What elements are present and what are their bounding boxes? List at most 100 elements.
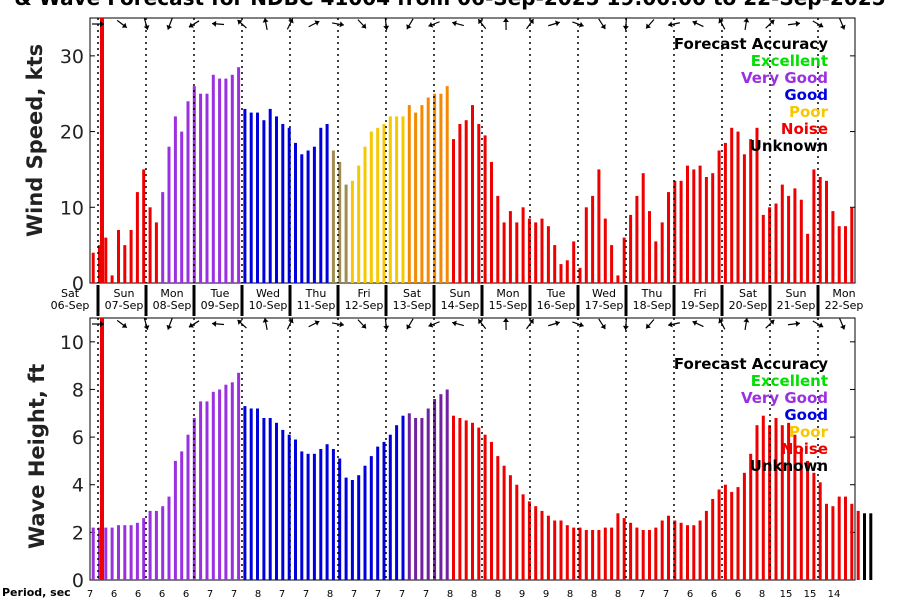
- period-tick-label: 7: [207, 589, 213, 600]
- data-bar: [420, 105, 424, 283]
- direction-arrow: [383, 17, 390, 31]
- period-tick-label: 8: [567, 589, 573, 600]
- data-bar: [148, 207, 152, 283]
- data-bar: [382, 441, 386, 580]
- day-of-week-label: Sat: [61, 287, 80, 300]
- data-bar: [584, 530, 588, 580]
- legend-title: Forecast Accuracy: [673, 355, 828, 373]
- data-bar: [211, 74, 215, 283]
- period-tick-label: 6: [735, 589, 741, 600]
- data-bar: [818, 482, 822, 580]
- direction-arrow: [668, 321, 680, 328]
- data-bar: [243, 108, 247, 284]
- chart-title: & Wave Forecast for NDBC 41004 from 06-S…: [0, 0, 900, 10]
- direction-arrow: [211, 320, 225, 327]
- data-bar: [654, 527, 658, 580]
- date-label: 12-Sep: [345, 299, 384, 312]
- data-bar: [224, 78, 228, 283]
- direction-arrow: [166, 318, 173, 330]
- data-bar: [534, 222, 538, 283]
- direction-arrow: [143, 18, 150, 30]
- legend-wave: Forecast Accuracy Excellent Very Good Go…: [674, 356, 828, 475]
- period-tick-label: 8: [327, 589, 333, 600]
- data-bar: [123, 245, 127, 283]
- data-bar: [496, 195, 500, 283]
- data-bar: [275, 116, 278, 284]
- data-bar: [230, 382, 234, 580]
- data-bar: [673, 180, 677, 283]
- data-bar: [135, 522, 139, 580]
- y-tick-label: 8: [72, 379, 84, 401]
- data-bar: [768, 207, 772, 283]
- data-bar: [268, 418, 272, 580]
- data-bar: [521, 207, 525, 283]
- data-bar: [686, 165, 689, 283]
- day-of-week-label: Sat: [739, 287, 758, 300]
- direction-arrow: [383, 317, 390, 331]
- data-bar: [761, 214, 765, 283]
- data-bar: [275, 422, 278, 580]
- data-bar: [641, 530, 645, 580]
- data-bar: [546, 226, 550, 283]
- direction-arrow: [331, 21, 345, 28]
- data-bar: [749, 139, 753, 283]
- direction-arrow: [668, 21, 680, 28]
- data-bar: [199, 93, 203, 283]
- period-tick-label: 9: [519, 589, 525, 600]
- direction-arrow: [692, 20, 704, 28]
- data-bar: [723, 142, 727, 283]
- period-tick-label: 7: [87, 589, 93, 600]
- data-bar: [648, 211, 651, 283]
- data-bar: [667, 515, 670, 580]
- data-bar: [692, 525, 696, 580]
- direction-arrow: [765, 19, 775, 29]
- data-bar: [281, 429, 285, 580]
- direction-arrow: [645, 319, 655, 329]
- data-bar: [312, 453, 316, 580]
- period-tick-label: 8: [495, 589, 501, 600]
- data-bar: [502, 465, 506, 580]
- data-bar: [256, 408, 259, 580]
- date-label: 17-Sep: [585, 299, 624, 312]
- direction-arrow: [188, 320, 200, 328]
- data-bar: [610, 527, 614, 580]
- y-tick-label: 10: [60, 197, 84, 219]
- data-bar: [230, 74, 234, 283]
- day-of-week-label: Fri: [693, 287, 706, 300]
- data-bar: [711, 173, 715, 283]
- data-bar: [350, 480, 354, 580]
- data-bar: [534, 506, 538, 580]
- data-bar: [388, 116, 392, 284]
- direction-arrow: [211, 20, 225, 27]
- legend-unknown: Unknown: [749, 137, 828, 155]
- data-bar: [704, 177, 708, 283]
- data-bar: [496, 456, 500, 580]
- data-bar: [433, 93, 437, 283]
- date-label: 21-Sep: [777, 299, 816, 312]
- data-bar: [717, 150, 721, 283]
- data-bar: [382, 124, 386, 283]
- data-bar: [559, 520, 563, 580]
- data-bar: [414, 418, 418, 580]
- legend-excellent: Excellent: [750, 52, 828, 70]
- period-tick-label: 7: [231, 589, 237, 600]
- data-bar: [452, 139, 455, 283]
- data-bar: [584, 207, 588, 283]
- data-bar: [831, 506, 835, 580]
- direction-arrow: [598, 18, 606, 30]
- data-bar: [629, 522, 633, 580]
- data-bar: [363, 465, 367, 580]
- data-bar: [464, 420, 468, 580]
- data-bar: [793, 434, 797, 580]
- data-bar: [91, 252, 95, 283]
- data-bar: [357, 165, 361, 283]
- data-bar: [799, 449, 803, 580]
- data-bar: [711, 499, 715, 580]
- direction-arrow: [572, 21, 584, 28]
- direction-arrow: [428, 21, 440, 28]
- data-bar: [603, 218, 607, 283]
- data-bar: [369, 456, 373, 580]
- data-bar: [325, 444, 329, 580]
- data-bar: [806, 460, 810, 580]
